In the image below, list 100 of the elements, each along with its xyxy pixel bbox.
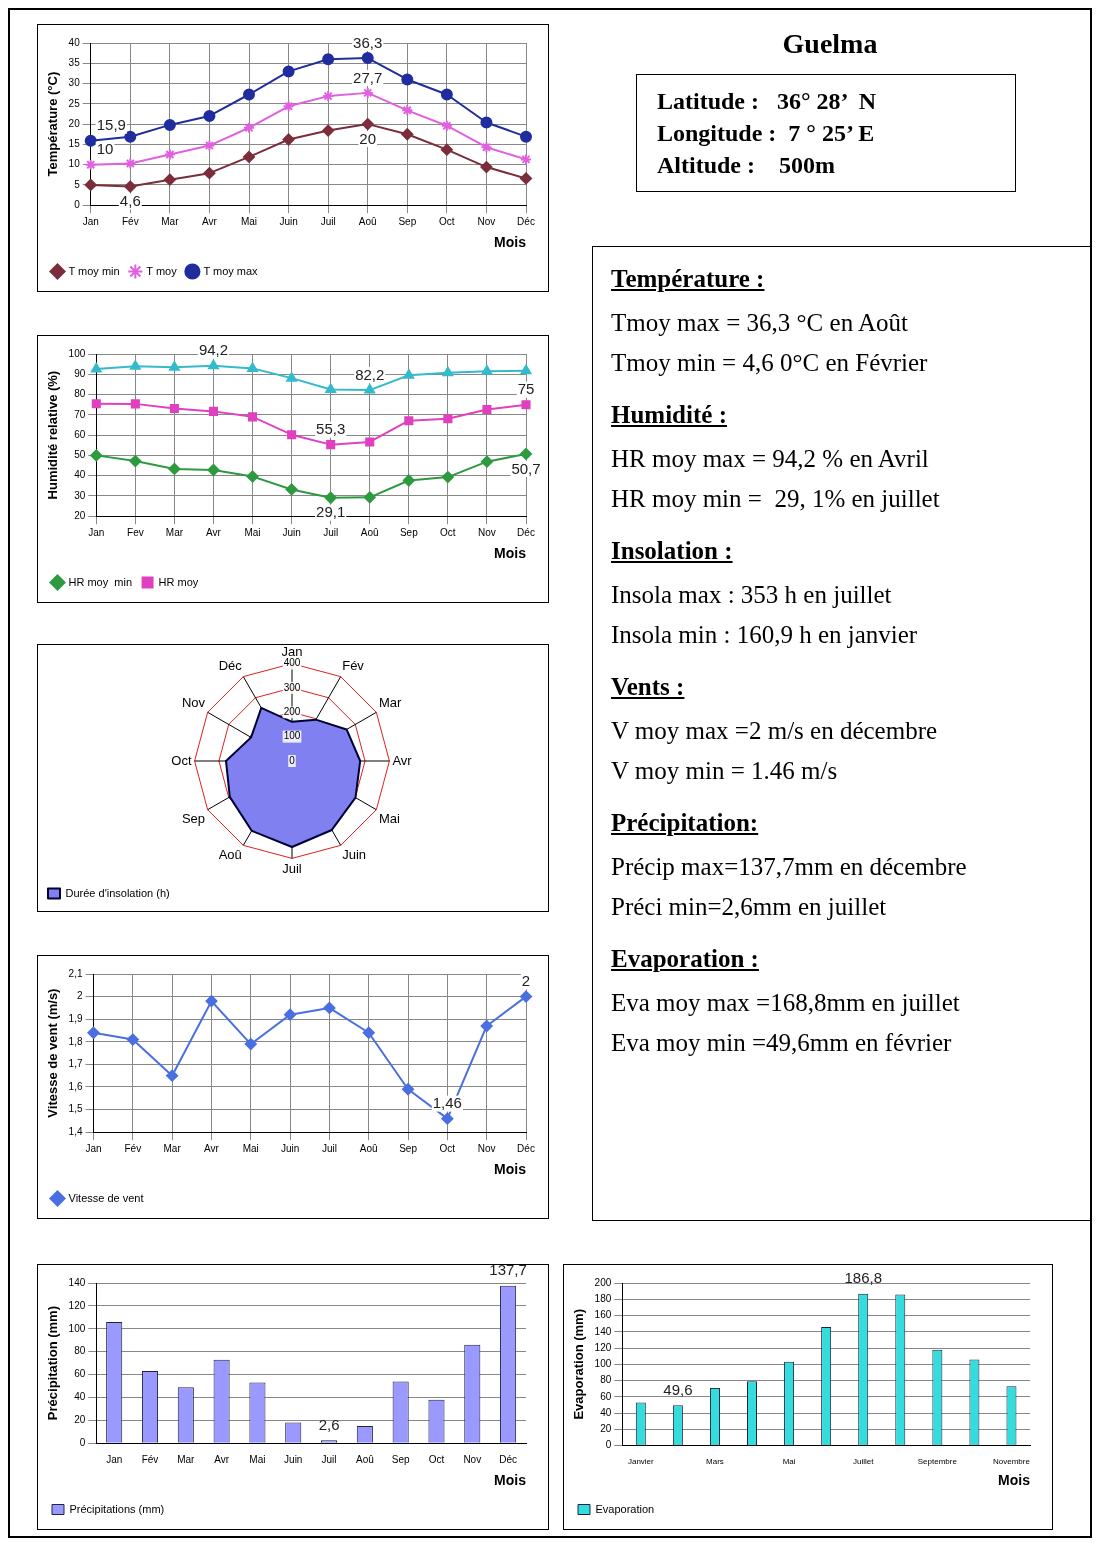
spoke-label: Nov: [181, 694, 206, 710]
y-tick-label: 50: [74, 449, 86, 461]
x-tick-label: Mar: [163, 1142, 182, 1154]
x-tick-label: Nov: [477, 1142, 496, 1154]
y-tick-label: 200: [594, 1276, 612, 1288]
y-tick-label: 1,7: [68, 1058, 83, 1070]
point: [284, 1008, 297, 1021]
text: Précipitation:: [611, 809, 760, 837]
x-tick-label: Déc: [499, 1453, 517, 1465]
y-tick-label: 1,4: [68, 1125, 83, 1137]
x-tick-label: Mar: [177, 1453, 196, 1465]
point: [440, 143, 453, 156]
data-label: 2: [521, 972, 531, 990]
data-label: 20: [359, 129, 377, 147]
point: [169, 361, 180, 371]
x-tick-label: Janvier: [627, 1456, 655, 1466]
text: Tmoy max = 36,3 °C en Août: [611, 308, 909, 338]
legend-label: T moy max: [203, 264, 259, 277]
point: [480, 161, 493, 174]
x-tick-label: Aoû: [360, 526, 379, 538]
x-tick-label: Avr: [202, 215, 218, 227]
point: [404, 416, 414, 426]
point: [441, 471, 454, 484]
x-tick-label: Jan: [82, 215, 99, 227]
data-label: 49,6: [663, 1380, 693, 1398]
x-tick-label: Oct: [428, 1453, 445, 1465]
point: [520, 447, 532, 460]
point: [124, 130, 137, 143]
x-tick-label: Mai: [242, 1142, 259, 1154]
data-label: 4,6: [119, 192, 141, 210]
x-tick-label: Aoû: [358, 215, 377, 227]
x-tick-label: Sep: [398, 215, 417, 227]
y-tick-label: 40: [68, 36, 81, 48]
y-tick-label: 80: [74, 1345, 86, 1357]
point: [129, 455, 142, 468]
point: [364, 384, 376, 394]
x-tick-label: Fév: [141, 1453, 159, 1465]
y-tick-label: 300: [283, 681, 301, 693]
y-tick-label: 40: [600, 1406, 612, 1418]
point: [282, 65, 295, 78]
spoke-label: Aoû: [218, 847, 242, 863]
text: Température :: [611, 265, 766, 293]
text: HR moy min = 29, 1% en juillet: [611, 484, 941, 514]
point: [203, 167, 216, 180]
x-tick-label: Mai: [249, 1453, 266, 1465]
x-tick-label: Oct: [439, 215, 455, 227]
x-tick-label: Avr: [214, 1453, 230, 1465]
spoke-label: Juin: [342, 847, 367, 863]
point: [480, 116, 493, 129]
text: Insola max : 353 h en juillet: [611, 580, 893, 610]
point: [323, 1001, 336, 1014]
y-tick-label: 0: [74, 198, 81, 210]
x-tick-label: Déc: [517, 526, 535, 538]
text: Vents :: [611, 673, 686, 701]
y-tick-label: 120: [594, 1341, 612, 1353]
y-tick-label: 20: [74, 509, 86, 521]
x-axis-title: Mois: [494, 1161, 527, 1178]
data-label: 15,9: [96, 116, 126, 134]
text: V moy max =2 m/s en décembre: [611, 716, 939, 746]
y-tick-label: 140: [68, 1276, 86, 1288]
y-tick-label: 400: [283, 657, 301, 669]
spoke-label: Mai: [378, 810, 401, 826]
x-tick-label: Mai: [240, 215, 258, 227]
y-tick-label: 0: [605, 1439, 612, 1451]
y-tick-label: 30: [74, 489, 86, 501]
x-tick-label: Mars: [706, 1456, 724, 1466]
data-label: 94,2: [198, 341, 229, 359]
point: [130, 399, 140, 409]
y-tick-label: 1,8: [68, 1035, 83, 1047]
x-tick-label: Nov: [477, 215, 496, 227]
point: [520, 130, 532, 143]
y-tick-label: 200: [283, 706, 301, 718]
y-tick-label: 120: [68, 1299, 86, 1311]
y-tick-label: 80: [600, 1374, 612, 1386]
point: [322, 124, 335, 137]
y-tick-label: 25: [68, 97, 81, 109]
text: Eva moy max =168,8mm en juillet: [611, 988, 961, 1018]
point: [287, 430, 297, 440]
point: [246, 470, 259, 483]
x-tick-label: Juin: [284, 1453, 303, 1465]
point: [361, 118, 374, 131]
x-tick-label: Mar: [165, 526, 184, 538]
text: Préci min=2,6mm en juillet: [611, 892, 888, 922]
point: [520, 364, 532, 375]
data-label: 82,2: [355, 365, 385, 383]
y-tick-label: 2: [76, 990, 83, 1002]
point: [326, 440, 336, 450]
point: [203, 139, 216, 152]
legend-label: HR moy: [158, 575, 199, 588]
point: [520, 172, 532, 185]
y-tick-label: 100: [68, 1322, 86, 1334]
y-tick-label: 20: [600, 1423, 612, 1435]
legend-label: T moy min: [68, 264, 120, 277]
point: [442, 366, 454, 377]
data-label: 137,7: [489, 1261, 527, 1279]
point: [480, 1019, 493, 1032]
point: [91, 399, 101, 409]
text: Humidité :: [611, 401, 728, 429]
x-tick-label: Juil: [321, 1142, 337, 1154]
y-tick-label: 0: [79, 1436, 86, 1448]
